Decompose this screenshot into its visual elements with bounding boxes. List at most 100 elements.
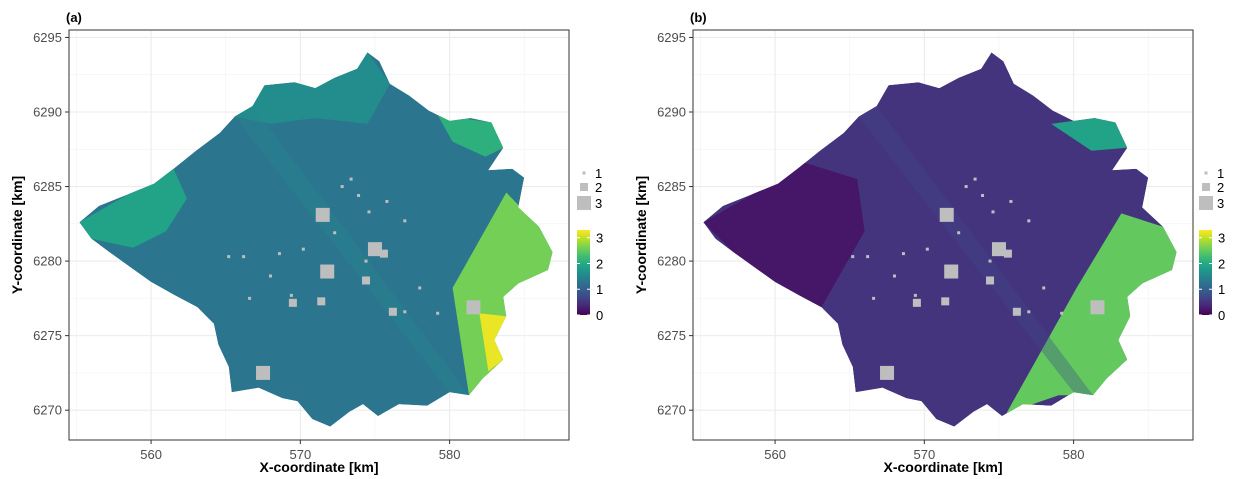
colorbar-tick-label: 1 [596, 282, 603, 297]
grey-square-marker [315, 207, 330, 222]
raster-area [79, 52, 553, 427]
panel-label: (b) [690, 10, 707, 25]
size-legend-label: 2 [1217, 180, 1224, 195]
grey-square-marker [925, 247, 929, 251]
grey-square-marker [268, 274, 272, 278]
grey-square-marker [981, 193, 985, 197]
colorbar-tick-label: 3 [1218, 231, 1225, 246]
x-tick-label: 570 [913, 447, 935, 462]
grey-square-marker [1090, 300, 1105, 315]
y-tick-label: 6280 [657, 254, 686, 269]
grey-square-marker [388, 307, 397, 316]
grey-square-marker [892, 274, 896, 278]
raster-zone [703, 162, 865, 308]
grey-square-marker [901, 252, 905, 256]
size-legend-key [580, 183, 588, 191]
grey-square-marker [991, 210, 995, 214]
size-legend-label: 2 [595, 180, 602, 195]
size-legend-label: 1 [595, 166, 602, 181]
size-legend-key [1202, 183, 1210, 191]
grey-square-marker [912, 298, 921, 307]
x-tick-label: 580 [1063, 447, 1085, 462]
grey-square-marker [1009, 199, 1013, 203]
x-tick-label: 580 [439, 447, 461, 462]
grey-square-marker [340, 185, 344, 189]
grey-square-marker [248, 296, 252, 300]
x-axis-title: X-coordinate [km] [883, 459, 1002, 475]
size-legend-key [1199, 196, 1213, 210]
panel-a: 560 570 580 6270 6275 6280 6285 6290 6295 X-coord… [9, 10, 603, 475]
x-tick-label: 560 [764, 447, 786, 462]
y-tick-label: 6290 [657, 105, 686, 120]
grey-square-marker [317, 297, 326, 306]
grey-square-marker [367, 242, 382, 257]
grey-square-marker [362, 276, 371, 285]
panel-b: 560 570 580 6270 6275 6280 6285 6290 6295 X-coord… [633, 10, 1225, 475]
grey-square-marker [913, 293, 917, 297]
grey-square-marker [385, 199, 389, 203]
size-legend-label: 1 [1217, 166, 1224, 181]
grey-square-marker [1027, 219, 1031, 223]
grey-square-marker [1027, 310, 1031, 314]
grey-square-marker [944, 264, 959, 279]
x-tick-label: 570 [289, 447, 311, 462]
grey-square-marker [288, 298, 297, 307]
y-tick-label: 6280 [33, 254, 62, 269]
grey-square-marker [880, 365, 895, 380]
grey-square-marker [872, 296, 876, 300]
colorbar-tick-label: 3 [596, 231, 603, 246]
raster-zone [479, 313, 507, 372]
grey-square-marker [320, 264, 335, 279]
grey-square-marker [941, 297, 950, 306]
panel-border [692, 29, 1194, 441]
grey-square-marker [466, 300, 481, 315]
grey-square-marker [277, 252, 281, 256]
grey-square-marker [227, 255, 231, 259]
size-legend-key [1204, 171, 1208, 175]
raster-zone [452, 192, 553, 396]
colorbar-tick-label: 1 [1218, 282, 1225, 297]
colorbar-ramp [1199, 230, 1212, 315]
x-tick-label: 560 [140, 447, 162, 462]
grey-square-marker [418, 286, 422, 290]
grey-square-marker [988, 259, 992, 263]
grey-square-marker [1060, 311, 1064, 315]
y-tick-label: 6285 [657, 179, 686, 194]
grey-square-marker [1042, 286, 1046, 290]
panel-label: (a) [66, 10, 82, 25]
grey-square-marker [973, 177, 977, 181]
grey-square-marker [333, 231, 337, 235]
grey-square-marker [289, 293, 293, 297]
raster-seam [234, 106, 469, 396]
grey-square-marker [957, 231, 961, 235]
raster-seam [858, 106, 1093, 396]
grey-square-marker [939, 207, 954, 222]
size-legend-key [577, 196, 591, 210]
y-tick-label: 6295 [33, 30, 62, 45]
y-axis-title: Y-coordinate [km] [9, 176, 25, 294]
grey-square-marker [242, 255, 246, 259]
grey-square-marker [986, 276, 995, 285]
y-tick-label: 6270 [33, 403, 62, 418]
colorbar-tick-label: 0 [1218, 308, 1225, 323]
colorbar-tick-label: 0 [596, 308, 603, 323]
grey-square-marker [403, 310, 407, 314]
y-tick-label: 6295 [657, 30, 686, 45]
y-axis-title: Y-coordinate [km] [633, 176, 649, 294]
grey-square-marker [1012, 307, 1021, 316]
size-legend-label: 3 [595, 196, 602, 211]
grey-square-marker [436, 311, 440, 315]
raster-zone [1051, 118, 1128, 151]
colorbar-tick-label: 2 [596, 256, 603, 271]
grey-square-marker [349, 177, 353, 181]
panel-border [68, 29, 570, 441]
grey-square-marker [1003, 249, 1012, 258]
colorbar: 0 1 2 3 [1199, 230, 1225, 323]
y-tick-label: 6285 [33, 179, 62, 194]
grey-square-marker [866, 255, 870, 259]
colorbar-tick-label: 2 [1218, 256, 1225, 271]
grey-square-marker [403, 219, 407, 223]
colorbar: 0 1 2 3 [577, 230, 603, 323]
colorbar-ramp [577, 230, 590, 315]
